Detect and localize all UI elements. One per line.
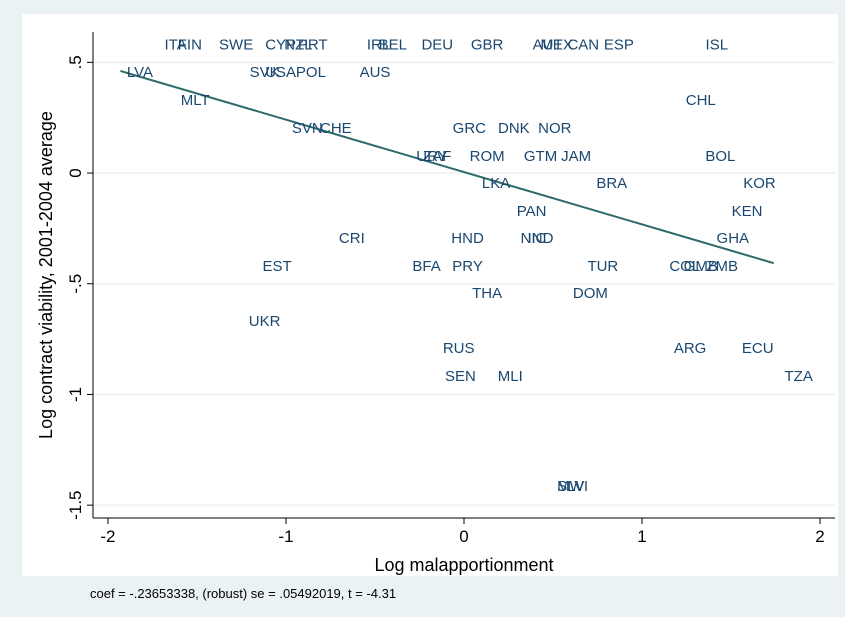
point-label: THA (472, 285, 502, 302)
point-label: ROM (470, 148, 505, 165)
point-label: NZL (284, 37, 312, 54)
y-axis-title: Log contract viability, 2001-2004 averag… (36, 111, 56, 439)
x-axis-title: Log malapportionment (374, 555, 553, 575)
point-label: BRA (596, 175, 627, 192)
x-tick-label: -1 (278, 527, 293, 546)
point-label: BOL (705, 148, 735, 165)
point-label: TZA (785, 368, 813, 385)
y-tick-label: .5 (66, 55, 85, 69)
point-label: LVA (127, 64, 153, 81)
point-label: AUT (533, 37, 563, 54)
point-label: TUR (587, 258, 618, 275)
point-label: USA (265, 64, 296, 81)
point-label: ZMB (706, 258, 738, 275)
point-label: KOR (743, 175, 776, 192)
point-label: GRC (453, 120, 487, 137)
point-label: DOM (573, 285, 608, 302)
note: coef = -.23653338, (robust) se = .054920… (90, 586, 396, 601)
plot-region (22, 14, 838, 576)
point-label: ISL (706, 37, 729, 54)
point-label: GBR (471, 37, 504, 54)
fit-line (120, 70, 775, 265)
y-tick-label: -1.5 (66, 491, 85, 520)
point-label: LKA (482, 175, 510, 192)
point-label: CYP (265, 37, 296, 54)
point-label: SEN (445, 368, 476, 385)
point-label: EST (262, 258, 291, 275)
point-label: MLT (181, 92, 210, 109)
point-label: BEL (379, 37, 407, 54)
y-tick-label: -1 (66, 387, 85, 402)
point-label: SLV (557, 478, 584, 495)
point-label: CRI (339, 230, 365, 247)
point-label: CAN (567, 37, 599, 54)
point-label: ECU (742, 340, 774, 357)
point-label: MLI (498, 368, 523, 385)
point-label: ITA (164, 37, 186, 54)
point-label: NIC (521, 230, 547, 247)
point-label: GHA (717, 230, 750, 247)
point-label: POL (296, 64, 326, 81)
x-tick-label: 0 (459, 527, 468, 546)
point-label: PAN (517, 203, 547, 220)
point-label: AUS (360, 64, 391, 81)
point-label: IND (528, 230, 554, 247)
point-label: ZAF (423, 148, 451, 165)
point-label: ESP (604, 37, 634, 54)
point-label: DEU (421, 37, 453, 54)
point-label: FIN (178, 37, 202, 54)
point-label: DNK (498, 120, 530, 137)
point-label: HND (451, 230, 484, 247)
x-tick-label: -2 (100, 527, 115, 546)
point-label: CHL (686, 92, 716, 109)
x-tick-label: 2 (815, 527, 824, 546)
point-label: CHE (320, 120, 352, 137)
point-label: URY (416, 148, 447, 165)
point-label: PRT (298, 37, 328, 54)
point-label: SVN (292, 120, 323, 137)
point-label: SWE (219, 37, 253, 54)
point-label: BFA (412, 258, 440, 275)
point-label: ARG (674, 340, 707, 357)
point-label: GTM (524, 148, 557, 165)
point-label: SVK (250, 64, 280, 81)
point-label: PRY (452, 258, 483, 275)
y-tick-label: 0 (66, 168, 85, 177)
point-label: MEX (540, 37, 573, 54)
point-label: IRL (367, 37, 390, 54)
x-tick-label: 1 (637, 527, 646, 546)
point-label: COL (669, 258, 700, 275)
point-label: GMB (684, 258, 718, 275)
point-label: RUS (443, 340, 475, 357)
point-label: NOR (538, 120, 572, 137)
y-tick-label: -.5 (66, 274, 85, 294)
point-label: UKR (249, 313, 281, 330)
point-label: KEN (732, 203, 763, 220)
point-label: JAM (561, 148, 591, 165)
point-label: MWI (557, 478, 588, 495)
